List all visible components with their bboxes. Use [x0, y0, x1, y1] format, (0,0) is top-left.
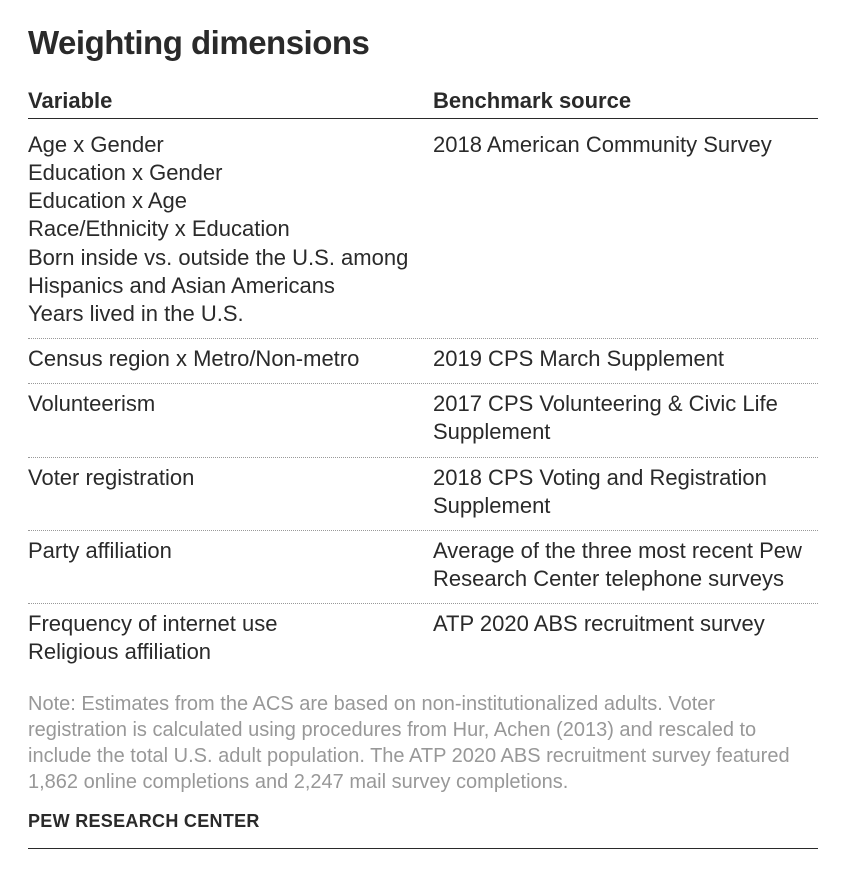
- variable-cell: Frequency of internet useReligious affil…: [28, 610, 433, 666]
- variable-line: Voter registration: [28, 464, 433, 492]
- header-variable: Variable: [28, 88, 433, 114]
- header-source: Benchmark source: [433, 88, 818, 114]
- source-cell: 2019 CPS March Supplement: [433, 345, 818, 373]
- source-cell: 2017 CPS Volunteering & Civic Life Suppl…: [433, 390, 818, 446]
- variable-line: Years lived in the U.S.: [28, 300, 433, 328]
- source-cell: ATP 2020 ABS recruitment survey: [433, 610, 818, 666]
- variable-line: Age x Gender: [28, 131, 433, 159]
- source-cell: 2018 CPS Voting and Registration Supplem…: [433, 464, 818, 520]
- variable-line: Race/Ethnicity x Education: [28, 215, 433, 243]
- table-row: Voter registration2018 CPS Voting and Re…: [28, 458, 818, 531]
- variable-line: Frequency of internet use: [28, 610, 433, 638]
- variable-cell: Age x GenderEducation x GenderEducation …: [28, 131, 433, 328]
- table-row: Census region x Metro/Non-metro2019 CPS …: [28, 339, 818, 384]
- page-title: Weighting dimensions: [28, 24, 818, 62]
- table-row: Age x GenderEducation x GenderEducation …: [28, 125, 818, 339]
- variable-line: Party affiliation: [28, 537, 433, 565]
- attribution: PEW RESEARCH CENTER: [28, 811, 818, 849]
- table-header-row: Variable Benchmark source: [28, 88, 818, 119]
- variable-line: Education x Gender: [28, 159, 433, 187]
- table-row: Frequency of internet useReligious affil…: [28, 604, 818, 676]
- variable-cell: Party affiliation: [28, 537, 433, 593]
- variable-line: Volunteerism: [28, 390, 433, 418]
- variable-line: Education x Age: [28, 187, 433, 215]
- variable-cell: Voter registration: [28, 464, 433, 520]
- table-row: Party affiliationAverage of the three mo…: [28, 531, 818, 604]
- variable-cell: Volunteerism: [28, 390, 433, 446]
- table-body: Age x GenderEducation x GenderEducation …: [28, 125, 818, 677]
- variable-line: Religious affiliation: [28, 638, 433, 666]
- footnote: Note: Estimates from the ACS are based o…: [28, 691, 818, 795]
- variable-line: Born inside vs. outside the U.S. among H…: [28, 244, 433, 300]
- variable-line: Census region x Metro/Non-metro: [28, 345, 433, 373]
- table-row: Volunteerism2017 CPS Volunteering & Civi…: [28, 384, 818, 457]
- variable-cell: Census region x Metro/Non-metro: [28, 345, 433, 373]
- source-cell: Average of the three most recent Pew Res…: [433, 537, 818, 593]
- source-cell: 2018 American Community Survey: [433, 131, 818, 328]
